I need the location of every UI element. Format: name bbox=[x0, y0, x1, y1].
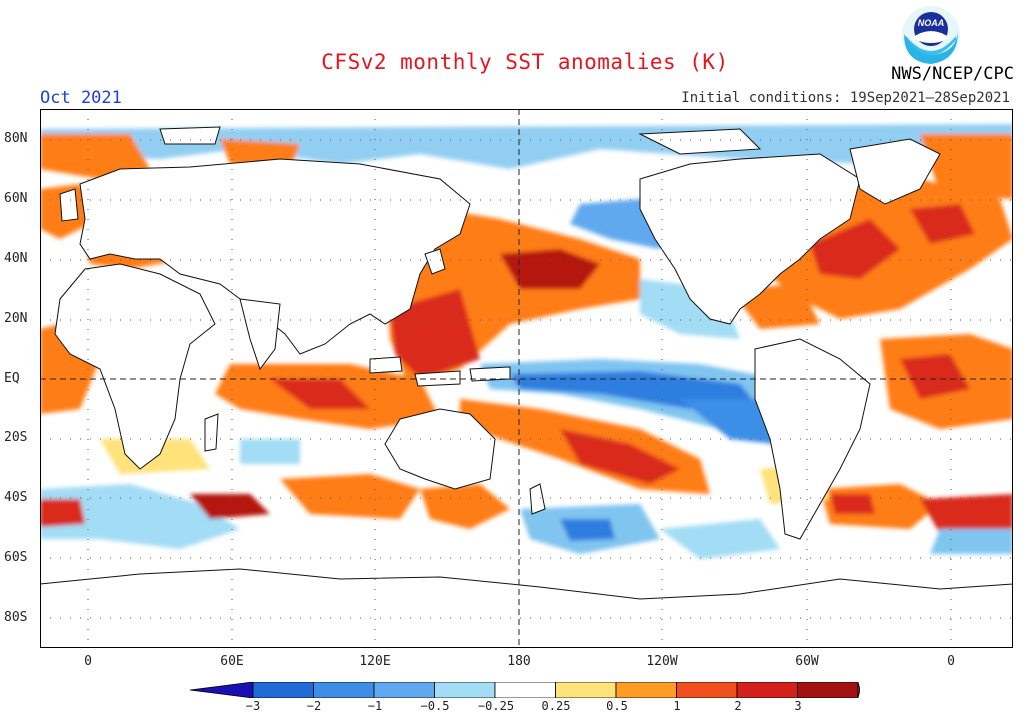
lat-label-20n: 20N bbox=[4, 311, 28, 326]
lon-label-120w: 120W bbox=[646, 654, 678, 669]
colorbar-label-m3: −3 bbox=[245, 699, 261, 713]
lat-label-40n: 40N bbox=[4, 251, 28, 266]
initial-conditions: Initial conditions: 19Sep2021–28Sep2021 bbox=[681, 90, 1010, 106]
colorbar-segment bbox=[736, 682, 798, 698]
colorbar-label-p05: 0.5 bbox=[606, 699, 628, 713]
colorbar-arrow-low bbox=[190, 682, 254, 698]
lat-label-eq: EQ bbox=[4, 371, 20, 386]
colorbar-segment bbox=[373, 682, 435, 698]
lat-label-60s: 60S bbox=[4, 550, 28, 565]
lon-label-180: 180 bbox=[507, 654, 531, 669]
colorbar-segment bbox=[555, 682, 617, 698]
colorbar-label-p1: 1 bbox=[673, 699, 681, 713]
lat-label-80s: 80S bbox=[4, 610, 28, 625]
graticule bbox=[40, 109, 1013, 648]
lat-label-80n: 80N bbox=[4, 131, 28, 146]
sst-anomaly-map bbox=[40, 109, 1013, 648]
map-title: CFSv2 monthly SST anomalies (K) bbox=[321, 50, 729, 74]
colorbar-segment bbox=[434, 682, 496, 698]
lat-label-20s: 20S bbox=[4, 430, 28, 445]
colorbar-label-p2: 2 bbox=[734, 699, 742, 713]
colorbar bbox=[190, 682, 860, 698]
lon-label-60e: 60E bbox=[220, 654, 244, 669]
equator-dateline bbox=[40, 109, 1013, 648]
colorbar-segment bbox=[252, 682, 314, 698]
colorbar-label-p3: 3 bbox=[794, 699, 802, 713]
colorbar-segment bbox=[676, 682, 738, 698]
lon-label-0-east: 0 bbox=[947, 654, 955, 669]
lat-label-60n: 60N bbox=[4, 191, 28, 206]
colorbar-segment bbox=[313, 682, 375, 698]
anomaly-field bbox=[40, 124, 1013, 559]
valid-month: Oct 2021 bbox=[40, 88, 122, 108]
colorbar-label-m2: −2 bbox=[306, 699, 322, 713]
lat-label-40s: 40S bbox=[4, 490, 28, 505]
colorbar-arrow-high bbox=[857, 682, 860, 698]
svg-text:NOAA: NOAA bbox=[918, 18, 945, 28]
lon-label-120e: 120E bbox=[359, 654, 391, 669]
continents bbox=[40, 126, 1013, 648]
colorbar-label-p025: 0.25 bbox=[541, 699, 571, 713]
colorbar-label-m025: −0.25 bbox=[477, 699, 515, 713]
agency-label: NWS/NCEP/CPC bbox=[891, 64, 1014, 84]
lon-label-60w: 60W bbox=[795, 654, 819, 669]
colorbar-segment bbox=[494, 682, 556, 698]
lon-label-0-west: 0 bbox=[84, 654, 92, 669]
colorbar-label-m05: −0.5 bbox=[420, 699, 450, 713]
colorbar-segment bbox=[797, 682, 859, 698]
noaa-logo-icon: NOAA bbox=[902, 6, 960, 64]
colorbar-label-m1: −1 bbox=[367, 699, 383, 713]
colorbar-segment bbox=[615, 682, 677, 698]
